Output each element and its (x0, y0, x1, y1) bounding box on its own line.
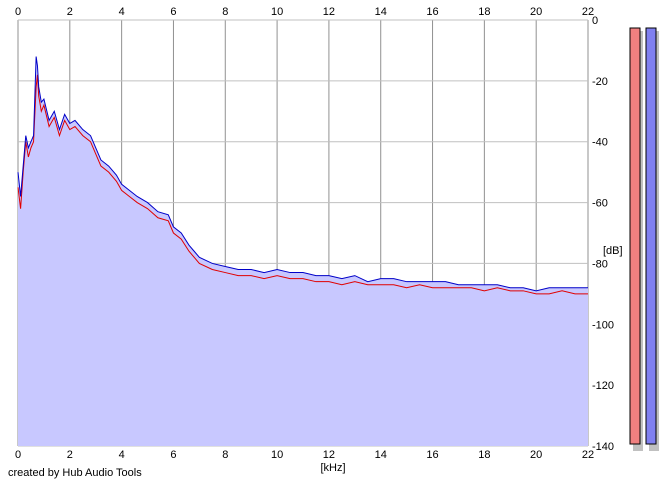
level-meter-2 (645, 27, 657, 445)
y-tick-label: -80 (592, 258, 608, 270)
y-tick-label: -140 (592, 441, 614, 453)
y-tick-label: -100 (592, 319, 614, 331)
x-tick-label-top: 6 (170, 6, 176, 18)
y-tick-label: -120 (592, 380, 614, 392)
x-tick-label-top: 16 (426, 6, 438, 18)
x-tick-label-top: 22 (582, 6, 594, 18)
y-tick-label: 0 (592, 15, 598, 27)
x-tick-label-top: 2 (67, 6, 73, 18)
y-axis-label: [dB] (603, 245, 623, 257)
x-tick-label-bottom: 8 (222, 449, 228, 461)
x-tick-label-top: 14 (375, 6, 387, 18)
spectrum-area (18, 56, 588, 447)
x-tick-label-top: 8 (222, 6, 228, 18)
level-meters (629, 27, 659, 451)
x-tick-label-top: 4 (119, 6, 125, 18)
credit-text: created by Hub Audio Tools (8, 467, 142, 479)
series-line-1 (17, 74, 588, 295)
x-tick-label-bottom: 18 (478, 449, 490, 461)
x-tick-label-bottom: 6 (170, 449, 176, 461)
y-tick-label: -20 (592, 76, 608, 88)
x-tick-label-top: 10 (271, 6, 283, 18)
x-tick-label-bottom: 22 (582, 449, 594, 461)
y-tick-label: -60 (592, 198, 608, 210)
series-line-2 (17, 56, 588, 292)
x-tick-label-bottom: 16 (426, 449, 438, 461)
level-meter-1 (629, 27, 641, 445)
spectrum-lines (17, 56, 588, 295)
x-tick-label-bottom: 2 (67, 449, 73, 461)
spectrum-fill (18, 56, 588, 447)
x-tick-label-bottom: 12 (323, 449, 335, 461)
y-tick-labels: 0 -20 -40 -60 -80 -100 -120 -140 (592, 15, 614, 453)
x-tick-label-top: 18 (478, 6, 490, 18)
x-tick-label-bottom: 4 (119, 449, 125, 461)
x-tick-label-bottom: 14 (375, 449, 387, 461)
x-tick-label-bottom: 20 (530, 449, 542, 461)
y-tick-label: -40 (592, 137, 608, 149)
x-tick-label-bottom: 0 (15, 449, 21, 461)
x-tick-label-top: 0 (15, 6, 21, 18)
x-tick-label-top: 12 (323, 6, 335, 18)
x-tick-label-bottom: 10 (271, 449, 283, 461)
x-tick-label-top: 20 (530, 6, 542, 18)
x-axis-label: [kHz] (320, 462, 345, 474)
